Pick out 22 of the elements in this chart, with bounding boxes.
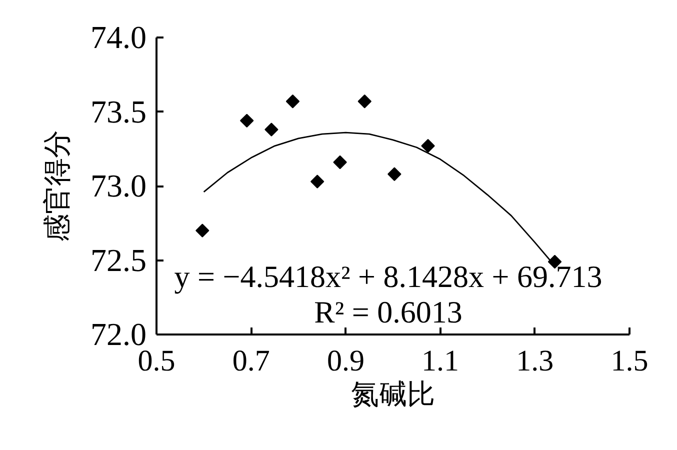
x-tick-label: 1.3 — [516, 344, 554, 378]
annotation: y = −4.5418x² + 8.1428x + 69.713 — [174, 259, 602, 294]
x-axis-title: 氮碱比 — [351, 380, 435, 410]
annotation: R² = 0.6013 — [314, 294, 462, 330]
y-tick-label: 72.5 — [90, 242, 146, 278]
y-axis-title: 感官得分 — [42, 130, 74, 242]
x-tick-label: 0.7 — [232, 344, 270, 378]
point — [358, 94, 372, 108]
y-tick-label: 73.0 — [90, 168, 146, 204]
x-tick-label: 1.5 — [610, 344, 648, 378]
y-tick-label: 74.0 — [90, 19, 146, 55]
y-tick-label: 73.5 — [90, 93, 146, 130]
point — [388, 167, 402, 181]
point — [264, 122, 278, 136]
point — [310, 174, 324, 188]
point — [421, 139, 435, 153]
point — [240, 114, 254, 128]
point — [196, 224, 210, 238]
point — [286, 94, 300, 108]
x-tick-label: 1.1 — [422, 344, 460, 378]
x-tick-label: 0.9 — [326, 344, 364, 378]
point — [333, 155, 347, 170]
